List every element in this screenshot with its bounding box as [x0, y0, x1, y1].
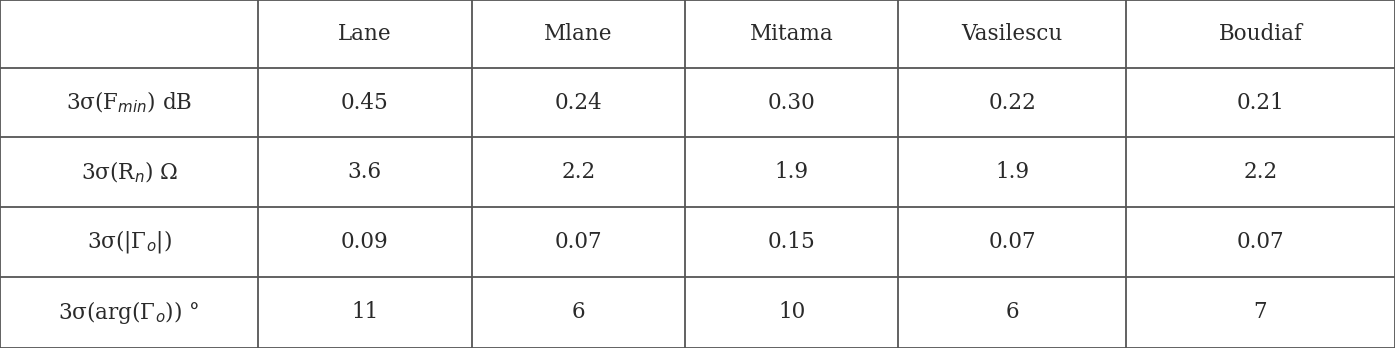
- Text: 3.6: 3.6: [347, 161, 382, 183]
- Text: 3σ(R$_{n}$) Ω: 3σ(R$_{n}$) Ω: [81, 160, 177, 185]
- Text: 6: 6: [572, 301, 585, 323]
- Text: 0.21: 0.21: [1236, 92, 1285, 114]
- Text: 10: 10: [778, 301, 805, 323]
- Text: 0.30: 0.30: [767, 92, 816, 114]
- Text: 7: 7: [1254, 301, 1267, 323]
- Text: 0.09: 0.09: [340, 231, 389, 253]
- Text: 1.9: 1.9: [995, 161, 1030, 183]
- Text: 0.24: 0.24: [554, 92, 603, 114]
- Text: Boudiaf: Boudiaf: [1218, 23, 1303, 45]
- Text: 1.9: 1.9: [774, 161, 809, 183]
- Text: 0.45: 0.45: [340, 92, 389, 114]
- Text: 0.07: 0.07: [1236, 231, 1285, 253]
- Text: 2.2: 2.2: [1243, 161, 1278, 183]
- Text: 6: 6: [1006, 301, 1018, 323]
- Text: Lane: Lane: [338, 23, 392, 45]
- Text: Mlane: Mlane: [544, 23, 612, 45]
- Text: 0.07: 0.07: [554, 231, 603, 253]
- Text: 0.22: 0.22: [988, 92, 1036, 114]
- Text: 0.07: 0.07: [988, 231, 1036, 253]
- Text: 3σ(arg(Γ$_{o}$)) °: 3σ(arg(Γ$_{o}$)) °: [59, 299, 199, 326]
- Text: 0.15: 0.15: [767, 231, 816, 253]
- Text: 3σ(|Γ$_{o}$|): 3σ(|Γ$_{o}$|): [86, 228, 172, 255]
- Text: 2.2: 2.2: [561, 161, 596, 183]
- Text: Mitama: Mitama: [749, 23, 834, 45]
- Text: 11: 11: [352, 301, 378, 323]
- Text: Vasilescu: Vasilescu: [961, 23, 1063, 45]
- Text: 3σ(F$_{min}$) dB: 3σ(F$_{min}$) dB: [66, 90, 193, 115]
